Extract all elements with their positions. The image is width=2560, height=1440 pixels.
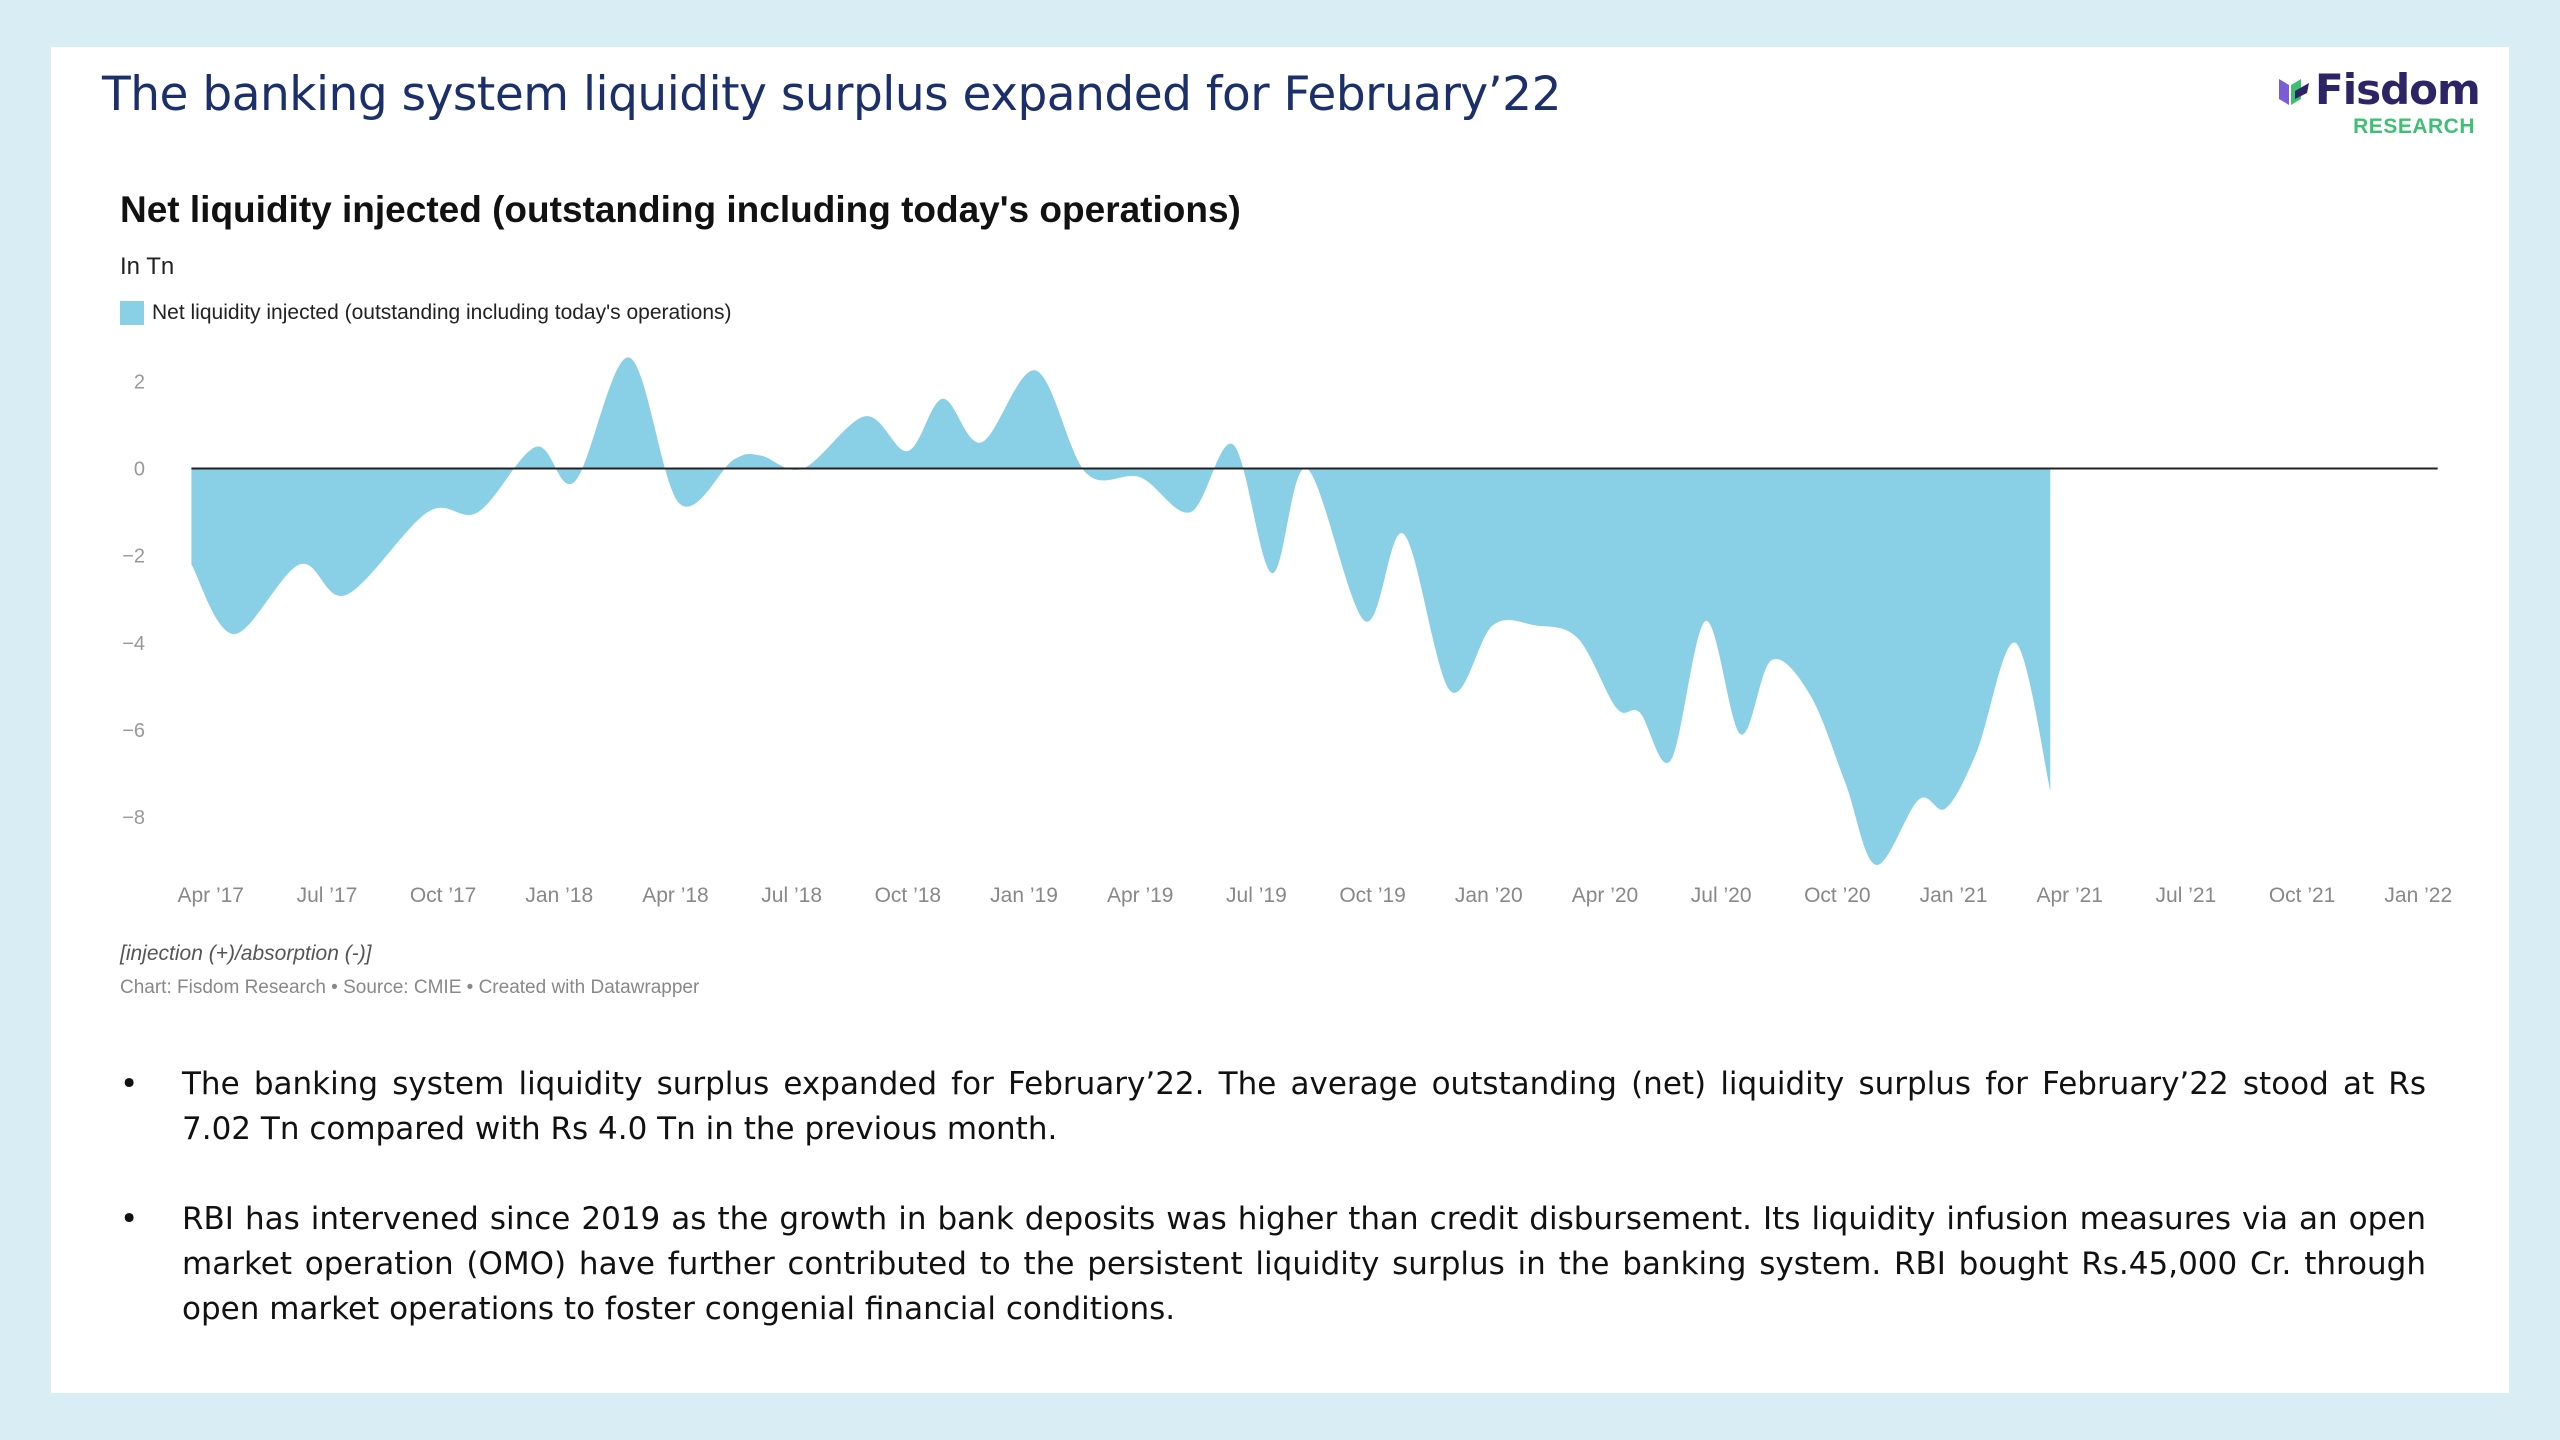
x-tick-label: Jan ’18	[525, 884, 593, 907]
x-tick-label: Oct ’19	[1339, 884, 1406, 907]
logo-subtitle: RESEARCH	[2353, 115, 2475, 138]
y-tick-label: −4	[122, 633, 145, 655]
slide-title: The banking system liquidity surplus exp…	[102, 67, 1561, 122]
y-tick-label: −8	[122, 807, 145, 829]
chart-unit-label: In Tn	[120, 253, 175, 280]
x-tick-label: Apr ’18	[642, 884, 709, 907]
net-liquidity-area	[191, 357, 2051, 866]
bullet-point: • RBI has intervened since 2019 as the g…	[120, 1197, 2426, 1332]
x-tick-label: Apr ’20	[1572, 884, 1639, 907]
liquidity-area-chart: 20−2−4−6−8 Apr ’17 Jul ’17 Oct ’17 Jan ’18 A…	[122, 357, 2452, 907]
x-tick-label: Jul ’19	[1226, 884, 1287, 907]
y-tick-label: −2	[122, 546, 145, 568]
bullet-marker: •	[120, 1201, 139, 1237]
x-tick-label: Oct ’20	[1804, 884, 1871, 907]
chart-note: [injection (+)/absorption (-)]	[120, 942, 372, 965]
y-axis: 2 0 −2 −4 −6 −8	[122, 371, 145, 829]
y-tick-label: 0	[134, 459, 145, 481]
legend-label: Net liquidity injected (outstanding incl…	[152, 301, 732, 324]
bullet-text: The banking system liquidity surplus exp…	[182, 1066, 2426, 1147]
y-tick-label: −6	[122, 720, 145, 742]
x-tick-label: Jan ’20	[1455, 884, 1523, 907]
x-tick-label: Oct ’17	[410, 884, 477, 907]
bullet-point: • The banking system liquidity surplus e…	[120, 1062, 2426, 1152]
x-tick-label: Jan ’19	[990, 884, 1058, 907]
slide: The banking system liquidity surplus exp…	[51, 47, 2509, 1393]
x-tick-label: Apr ’19	[1107, 884, 1174, 907]
x-tick-label: Jul ’17	[297, 884, 358, 907]
y-tick-label: 2	[134, 371, 145, 393]
bullet-marker: •	[120, 1066, 139, 1102]
x-tick-label: Jul ’21	[2156, 884, 2217, 907]
x-axis: Apr ’17 Jul ’17 Oct ’17 Jan ’18 Apr ’18 Jul ’…	[177, 884, 2452, 907]
chart-title: Net liquidity injected (outstanding incl…	[120, 189, 1241, 230]
brand-logo: Fisdom RESEARCH	[2275, 65, 2481, 145]
chart-source: Chart: Fisdom Research • Source: CMIE • …	[120, 977, 700, 998]
x-tick-label: Jan ’22	[2384, 884, 2452, 907]
x-tick-label: Apr ’21	[2036, 884, 2103, 907]
x-tick-label: Jul ’20	[1691, 884, 1752, 907]
fisdom-leaf-icon	[2279, 79, 2309, 105]
x-tick-label: Oct ’21	[2269, 884, 2336, 907]
x-tick-label: Oct ’18	[875, 884, 942, 907]
x-tick-label: Apr ’17	[177, 884, 244, 907]
logo-wordmark: Fisdom	[2315, 65, 2481, 114]
x-tick-label: Jan ’21	[1920, 884, 1988, 907]
x-tick-label: Jul ’18	[761, 884, 822, 907]
bullet-text: RBI has intervened since 2019 as the gro…	[182, 1201, 2426, 1327]
legend-swatch	[120, 301, 144, 325]
